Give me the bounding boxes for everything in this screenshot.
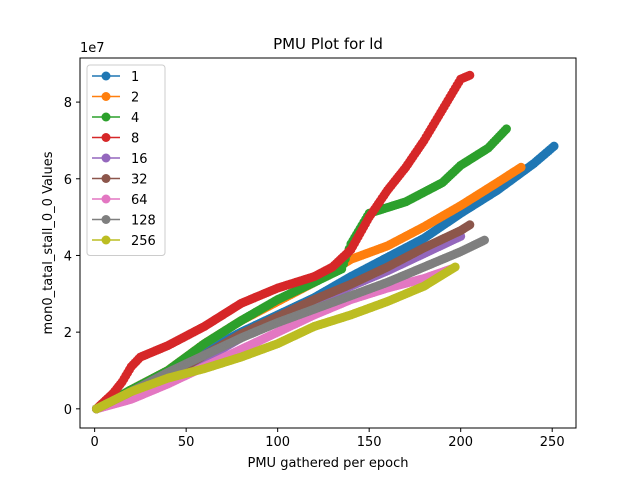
- legend-label-16: 16: [131, 152, 148, 167]
- legend-label-128: 128: [131, 214, 156, 229]
- x-tick-label: 0: [91, 435, 99, 450]
- legend-label-32: 32: [131, 173, 148, 188]
- plot-area: [91, 70, 559, 414]
- legend-label-256: 256: [131, 234, 156, 249]
- legend-marker-2: [101, 92, 111, 101]
- data-point: [516, 162, 526, 172]
- x-tick-label: 200: [448, 435, 473, 450]
- series-markers-4: [91, 124, 511, 414]
- y-tick-label: 0: [64, 403, 72, 418]
- y-offset-text: 1e7: [80, 41, 105, 56]
- x-tick-label: 50: [178, 435, 195, 450]
- legend-marker-32: [101, 174, 111, 183]
- legend-label-2: 2: [131, 91, 139, 106]
- series-markers-256: [91, 262, 460, 414]
- chart-title: PMU Plot for ld: [273, 35, 383, 53]
- plot-frame: [79, 57, 577, 429]
- legend-marker-1: [101, 71, 111, 81]
- x-tick-label: 150: [357, 435, 382, 450]
- legend-label-64: 64: [131, 193, 148, 208]
- x-tick-label: 100: [265, 435, 290, 450]
- y-tick-label: 2: [64, 326, 72, 341]
- legend-marker-64: [101, 194, 111, 204]
- data-point: [465, 70, 475, 80]
- data-point: [501, 124, 511, 134]
- legend-marker-256: [101, 235, 111, 245]
- y-axis-label: mon0_tatal_stall_0_0 Values: [41, 151, 56, 334]
- data-point: [465, 220, 475, 230]
- x-tick-label: 250: [540, 435, 565, 450]
- legend-marker-16: [101, 153, 111, 163]
- legend-label-8: 8: [131, 132, 139, 147]
- x-axis-label: PMU gathered per epoch: [247, 456, 408, 471]
- legend-marker-128: [101, 215, 111, 224]
- legend-label-1: 1: [131, 70, 139, 85]
- y-tick-label: 8: [64, 96, 72, 111]
- y-tick-label: 6: [64, 173, 72, 188]
- data-point: [450, 262, 460, 272]
- data-point: [479, 235, 489, 245]
- data-point: [549, 141, 559, 151]
- series-markers-8: [91, 70, 475, 414]
- legend-label-4: 4: [131, 111, 139, 126]
- legend-marker-4: [101, 112, 111, 122]
- y-tick-label: 4: [64, 249, 72, 264]
- legend-marker-8: [101, 133, 111, 142]
- legend: 1 2 4 8 16 32 64 128 256: [86, 64, 166, 256]
